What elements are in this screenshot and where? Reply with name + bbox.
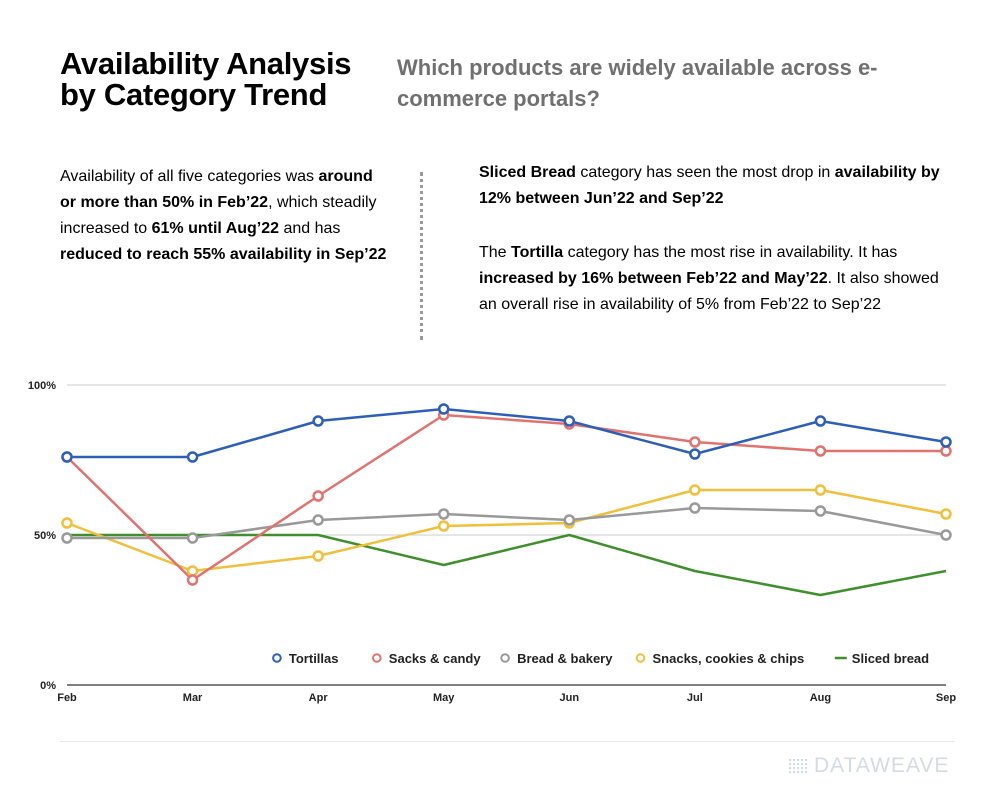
text-run-1: category has seen the most drop in [575,164,835,181]
logo-dot-grid-icon [789,759,808,774]
x-tick-label: May [433,692,455,704]
data-point-tortillas [312,415,324,427]
data-point-snacks-cookies-chips [814,484,827,496]
data-point-bread-bakery [689,502,701,514]
data-point-snacks-cookies-chips [940,508,952,520]
highlight-text-0: Sliced Bread [479,164,576,181]
highlight-text-1: Tortilla [511,244,564,261]
x-tick-label: Mar [183,692,203,704]
legend-label-sliced-bread: Sliced bread [852,651,929,666]
series-line-snacks-cookies-chips [66,488,947,573]
text-run-0: The [479,244,512,261]
data-point-sacks-candy [689,436,701,448]
data-point-snacks-cookies-chips [689,484,701,496]
data-point-sacks-candy [814,445,827,457]
highlight-text-1: around or more than 50% in Feb’22 [60,168,373,211]
x-tick-label: Aug [810,692,831,704]
x-tick-label: Feb [57,692,77,704]
legend-marker-snacks-cookies-chips [635,653,646,663]
data-point-tortillas [437,403,450,415]
data-point-bread-bakery [186,532,199,544]
series-line-tortillas [67,407,947,459]
legend-label-snacks-cookies-chips: Snacks, cookies & chips [653,651,805,666]
x-tick-label: Jul [687,692,703,704]
data-point-bread-bakery [814,505,827,517]
x-tick-label: Sep [936,692,956,704]
text-run-2: , which steadily increased to [60,194,377,237]
data-point-tortillas [814,415,827,427]
page-subtitle: Which products are widely available acro… [397,55,878,111]
legend-marker-sacks-candy [372,653,382,663]
text-run-2: category has the most rise in availabili… [563,244,898,261]
dataweave-logo: DATAWEAVE [788,752,958,780]
text-run-4: and has [279,220,341,237]
text-run-0: Availability of all five categories was [60,168,319,185]
data-point-tortillas [563,415,576,427]
data-point-bread-bakery [61,532,73,544]
legend-marker-tortillas [272,653,282,663]
logo-text: DATAWEAVE [814,754,950,777]
data-point-sacks-candy [312,490,324,502]
insight-tortilla-paragraph: The Tortilla category has the most rise … [479,240,959,318]
data-point-tortillas [186,451,199,463]
data-point-bread-bakery [312,514,324,526]
highlight-text-3: 61% until Aug’22 [151,220,280,237]
data-point-tortillas [940,436,952,448]
text-run-4: . It also showed an overall rise in avai… [479,270,939,313]
data-point-sacks-candy [940,445,952,457]
series-line-sliced-bread [67,533,947,597]
y-tick-label: 0% [40,680,56,692]
legend-label-bread-bakery: Bread & bakery [517,651,613,666]
legend-label-tortillas: Tortillas [289,651,339,666]
highlight-text-5: reduced to reach 55% availability in Sep… [60,246,387,263]
page-title: Availability Analysis by Category Trend [60,46,352,112]
data-point-snacks-cookies-chips [437,520,450,532]
data-point-tortillas [689,448,701,460]
data-point-snacks-cookies-chips [61,517,73,529]
footer-divider [60,741,955,742]
legend-label-sacks-candy: Sacks & candy [389,651,482,666]
data-point-bread-bakery [437,508,450,520]
x-tick-label: Jun [560,692,580,704]
series-line-bread-bakery [67,506,947,540]
highlight-text-3: increased by 16% between Feb’22 and May’… [479,270,828,287]
legend-marker-bread-bakery [500,653,510,663]
data-point-bread-bakery [940,529,952,541]
data-point-tortillas [61,451,73,463]
availability-line-chart: 0% 50% 100% Feb Mar Apr May Jun Jul Aug Sep Tortill… [28,380,957,704]
dotted-divider [420,172,423,340]
insight-sliced-bread-paragraph: Sliced Bread category has seen the most … [479,160,969,212]
highlight-text-2: availability by 12% between Jun’22 and S… [479,164,940,207]
insight-left-paragraph: Availability of all five categories was … [60,164,390,268]
y-tick-label: 100% [28,380,56,392]
data-point-bread-bakery [563,514,576,526]
y-tick-label: 50% [34,530,56,542]
series-line-sacks-candy [66,413,946,582]
data-point-sacks-candy [186,574,199,586]
data-point-snacks-cookies-chips [186,565,199,577]
data-point-snacks-cookies-chips [312,550,324,562]
x-tick-label: Apr [309,692,329,704]
